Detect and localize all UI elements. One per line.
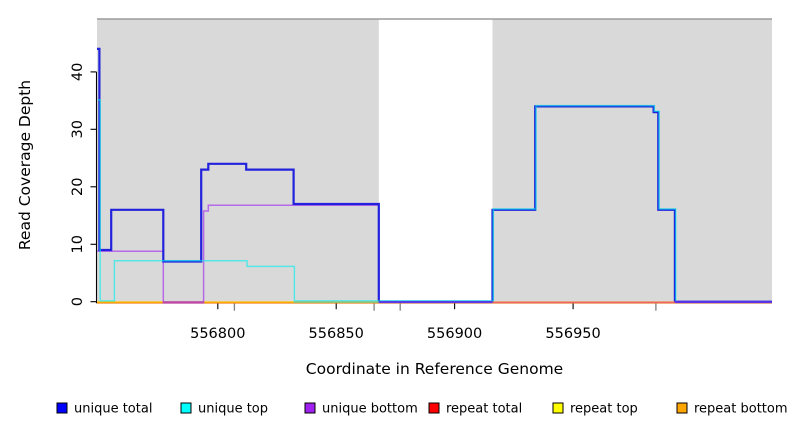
legend-swatch-unique-total bbox=[56, 402, 68, 414]
y-axis-tick-label: 10 bbox=[70, 235, 86, 253]
y-axis-tick-label: 40 bbox=[70, 63, 86, 81]
legend-label-unique-bottom: unique bottom bbox=[322, 402, 418, 417]
x-axis-tick-label: 556900 bbox=[427, 326, 482, 342]
legend-swatch-repeat-top bbox=[552, 402, 564, 414]
series-line-unique-bottom bbox=[97, 204, 380, 304]
legend-swatch-repeat-bottom bbox=[676, 402, 688, 414]
y-axis-title: Read Coverage Depth bbox=[16, 80, 34, 250]
legend-label-repeat-top: repeat top bbox=[570, 402, 638, 417]
x-axis-tick-label: 556800 bbox=[190, 326, 245, 342]
legend-label-unique-total: unique total bbox=[74, 402, 152, 417]
series-line-unique-top bbox=[97, 99, 677, 302]
legend-swatch-repeat-total bbox=[428, 402, 440, 414]
series-line-unique-total bbox=[97, 47, 772, 303]
legend-label-repeat-bottom: repeat bottom bbox=[694, 402, 788, 417]
legend-swatch-unique-bottom bbox=[304, 402, 316, 414]
x-axis-title: Coordinate in Reference Genome bbox=[306, 360, 563, 378]
legend-swatch-unique-top bbox=[180, 402, 192, 414]
y-axis-tick-label: 30 bbox=[70, 120, 86, 138]
legend-label-unique-top: unique top bbox=[198, 402, 268, 417]
legend-label-repeat-total: repeat total bbox=[446, 402, 522, 417]
coverage-region-shading bbox=[492, 19, 772, 303]
coverage-region-shading bbox=[97, 19, 379, 303]
x-axis-tick-label: 556950 bbox=[545, 326, 600, 342]
y-axis-tick-label: 20 bbox=[70, 178, 86, 196]
y-axis-tick-label: 0 bbox=[70, 297, 86, 306]
x-axis-tick-label: 556850 bbox=[309, 326, 364, 342]
